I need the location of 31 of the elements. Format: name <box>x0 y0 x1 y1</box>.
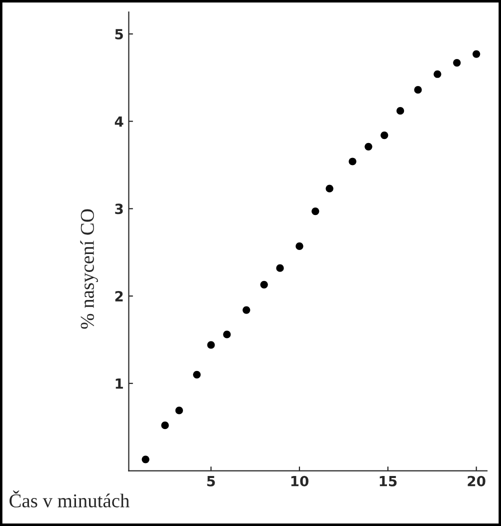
point <box>242 306 250 314</box>
point <box>193 370 201 378</box>
point <box>434 70 442 78</box>
point <box>396 107 404 115</box>
point <box>260 280 268 288</box>
point <box>223 330 231 338</box>
point <box>453 58 461 67</box>
x-axis-title: Čas v minutách <box>10 490 130 508</box>
point <box>364 142 372 150</box>
y-tick-label: 5 <box>115 29 123 40</box>
point <box>161 422 169 430</box>
point <box>175 406 183 414</box>
point <box>276 264 284 272</box>
y-tick-label: 1 <box>116 378 123 389</box>
y-tick-label: 3 <box>115 204 123 214</box>
point <box>312 207 320 216</box>
x-tick-label: 15 <box>380 476 397 486</box>
point <box>326 184 334 192</box>
x-tick-label: 5 <box>207 476 215 486</box>
point <box>348 158 356 166</box>
point <box>207 341 215 349</box>
y-tick-label: 4 <box>114 116 124 127</box>
point <box>472 50 480 58</box>
x-tick-label: 20 <box>468 476 486 486</box>
x-tick-label: 10 <box>291 476 308 486</box>
point <box>414 86 422 94</box>
point <box>380 131 388 140</box>
point <box>296 242 304 250</box>
y-axis-title: % nasycení CO <box>80 209 98 329</box>
y-tick-label: 2 <box>115 291 123 302</box>
point <box>142 456 150 464</box>
